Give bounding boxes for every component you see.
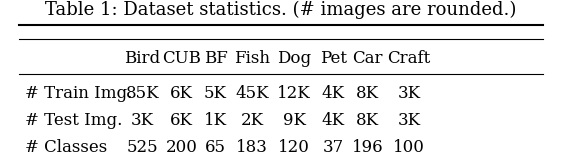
Text: 2K: 2K [241,112,264,129]
Text: 100: 100 [393,139,425,156]
Text: # Classes: # Classes [25,139,107,156]
Text: 183: 183 [236,139,268,156]
Text: 45K: 45K [235,85,269,102]
Text: Craft: Craft [388,50,431,67]
Text: 85K: 85K [125,85,159,102]
Text: 196: 196 [352,139,383,156]
Text: Bird: Bird [124,50,160,67]
Text: 3K: 3K [398,85,421,102]
Text: Fish: Fish [234,50,270,67]
Text: 65: 65 [205,139,226,156]
Text: # Train Img.: # Train Img. [25,85,132,102]
Text: Car: Car [352,50,383,67]
Text: 3K: 3K [131,112,154,129]
Text: 525: 525 [126,139,158,156]
Text: 200: 200 [166,139,197,156]
Text: 4K: 4K [322,85,345,102]
Text: 5K: 5K [204,85,227,102]
Text: 8K: 8K [356,85,379,102]
Text: 8K: 8K [356,112,379,129]
Text: CUB: CUB [162,50,201,67]
Text: 6K: 6K [170,85,193,102]
Text: 9K: 9K [283,112,306,129]
Text: # Test Img.: # Test Img. [25,112,122,129]
Text: 3K: 3K [398,112,421,129]
Text: BF: BF [203,50,228,67]
Text: 1K: 1K [204,112,227,129]
Text: 6K: 6K [170,112,193,129]
Text: Dog: Dog [277,50,311,67]
Text: Table 1: Dataset statistics. (# images are rounded.): Table 1: Dataset statistics. (# images a… [46,1,516,19]
Text: 12K: 12K [277,85,311,102]
Text: 4K: 4K [322,112,345,129]
Text: Pet: Pet [320,50,347,67]
Text: 37: 37 [323,139,344,156]
Text: 120: 120 [278,139,310,156]
